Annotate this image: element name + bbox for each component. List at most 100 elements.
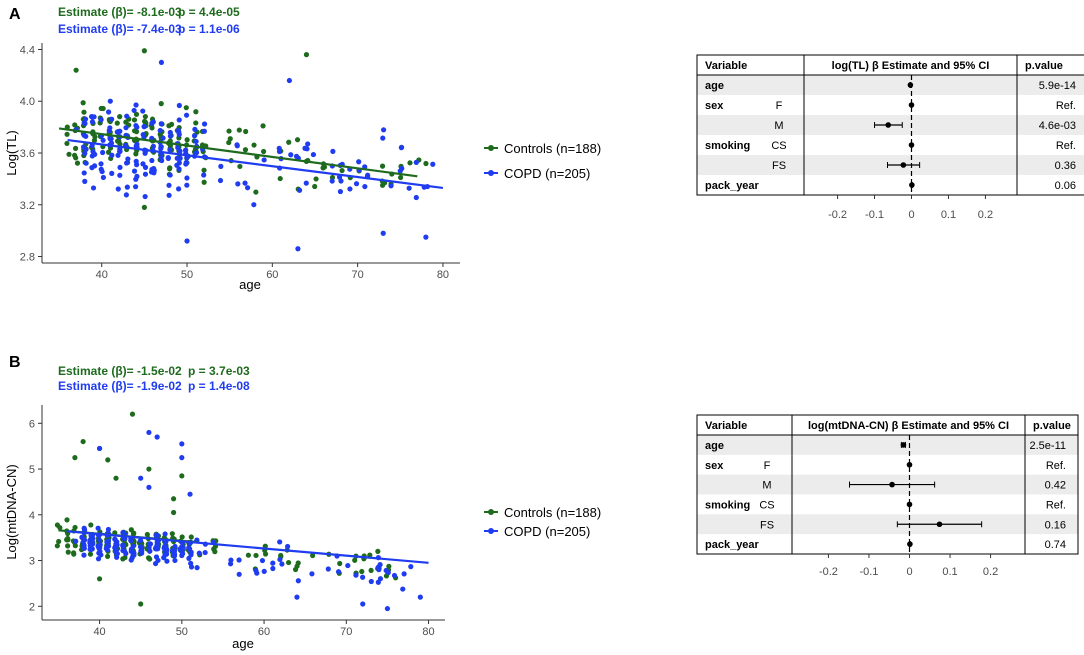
copd-point bbox=[140, 108, 146, 114]
copd-point bbox=[391, 572, 398, 579]
x-axis-label: age bbox=[232, 636, 254, 651]
copd-point bbox=[81, 525, 87, 531]
copd-point bbox=[146, 545, 152, 551]
estimate-point bbox=[885, 122, 892, 128]
table-header: log(mtDNA-CN) β Estimate and 95% CI bbox=[808, 420, 1009, 432]
copd-point bbox=[114, 554, 120, 560]
copd-point bbox=[89, 153, 95, 159]
copd-point bbox=[158, 59, 165, 66]
copd-point bbox=[166, 182, 172, 188]
copd-point bbox=[337, 188, 344, 195]
copd-point bbox=[192, 126, 198, 132]
controls-point bbox=[147, 556, 153, 562]
copd-point bbox=[183, 161, 189, 167]
copd-point bbox=[400, 586, 406, 592]
x-tick-label: 60 bbox=[258, 626, 270, 638]
copd-point bbox=[293, 153, 300, 159]
copd-point bbox=[423, 234, 429, 240]
copd-point bbox=[188, 560, 194, 566]
y-tick-label: 6 bbox=[29, 418, 35, 430]
table-p-value: 2.5e-11 bbox=[1030, 440, 1067, 452]
table-p-value: Ref. bbox=[1046, 460, 1066, 472]
copd-point bbox=[261, 157, 267, 163]
controls-point bbox=[368, 567, 374, 574]
copd-point bbox=[146, 429, 152, 436]
copd-point bbox=[162, 531, 168, 537]
y-tick-label: 4 bbox=[29, 510, 35, 522]
controls-point bbox=[303, 52, 310, 58]
controls-point bbox=[212, 549, 218, 555]
controls-point bbox=[65, 543, 71, 549]
copd-point bbox=[171, 553, 178, 559]
copd-point bbox=[130, 543, 136, 549]
copd-point bbox=[270, 560, 276, 566]
table-p-value: 0.36 bbox=[1055, 160, 1076, 172]
copd-point bbox=[184, 238, 190, 244]
table-row-stripe bbox=[697, 514, 1078, 535]
table-variable: smoking bbox=[705, 499, 750, 511]
controls-point bbox=[74, 160, 81, 166]
copd-point bbox=[261, 568, 267, 574]
controls-point bbox=[262, 551, 269, 557]
copd-point bbox=[158, 145, 164, 152]
copd-point bbox=[100, 137, 106, 143]
copd-point bbox=[100, 149, 106, 156]
copd-point bbox=[117, 148, 123, 155]
copd-point bbox=[234, 142, 240, 148]
legend-label: Controls (n=188) bbox=[504, 505, 601, 520]
controls-point bbox=[115, 138, 121, 144]
copd-point bbox=[279, 561, 285, 567]
copd-point bbox=[81, 552, 87, 558]
controls-point bbox=[286, 139, 292, 145]
estimate-annotation: Estimate (β)= -8.1e-03 bbox=[58, 5, 182, 19]
table-level: FS bbox=[760, 519, 774, 531]
estimate-point bbox=[908, 142, 915, 148]
table-p-value: 0.16 bbox=[1045, 519, 1066, 531]
controls-point bbox=[57, 525, 63, 531]
copd-point bbox=[128, 557, 134, 563]
forest-x-tick-label: -0.1 bbox=[859, 566, 878, 578]
estimate-point bbox=[907, 541, 913, 547]
controls-point bbox=[71, 551, 77, 557]
controls-point bbox=[245, 552, 251, 558]
controls-point bbox=[320, 165, 326, 171]
copd-point bbox=[360, 574, 366, 580]
table-p-value: Ref. bbox=[1056, 140, 1076, 152]
copd-point bbox=[96, 537, 102, 543]
p-value-annotation: p = 1.1e-06 bbox=[178, 22, 240, 36]
controls-point bbox=[313, 176, 319, 182]
copd-point bbox=[236, 557, 242, 563]
copd-point bbox=[98, 161, 104, 167]
y-axis-label: Log(mtDNA-CN) bbox=[4, 464, 19, 559]
copd-point bbox=[417, 594, 423, 600]
controls-point bbox=[253, 189, 259, 195]
copd-point bbox=[191, 133, 198, 139]
copd-point bbox=[146, 484, 152, 490]
controls-point bbox=[142, 113, 148, 120]
copd-point bbox=[132, 184, 139, 190]
copd-point bbox=[384, 605, 391, 612]
copd-point bbox=[362, 183, 368, 190]
copd-point bbox=[277, 539, 283, 545]
copd-point bbox=[96, 545, 102, 551]
copd-fit-line bbox=[66, 530, 429, 564]
copd-point bbox=[123, 192, 129, 198]
copd-point bbox=[380, 135, 386, 141]
copd-point bbox=[347, 186, 353, 192]
controls-point bbox=[242, 147, 249, 153]
copd-point bbox=[365, 172, 371, 178]
copd-point bbox=[179, 552, 185, 559]
controls-point bbox=[260, 148, 267, 155]
forest-x-tick-label: -0.1 bbox=[865, 209, 884, 221]
copd-point bbox=[288, 152, 294, 158]
estimate-annotation: Estimate (β)= -1.9e-02 bbox=[58, 379, 182, 393]
copd-point bbox=[254, 570, 260, 576]
controls-point bbox=[141, 204, 147, 210]
copd-point bbox=[82, 150, 88, 157]
y-tick-label: 2 bbox=[29, 601, 35, 613]
copd-point bbox=[106, 128, 112, 134]
controls-point bbox=[131, 117, 138, 123]
copd-point bbox=[325, 566, 331, 572]
controls-point bbox=[104, 553, 111, 559]
legend-marker bbox=[488, 145, 494, 151]
